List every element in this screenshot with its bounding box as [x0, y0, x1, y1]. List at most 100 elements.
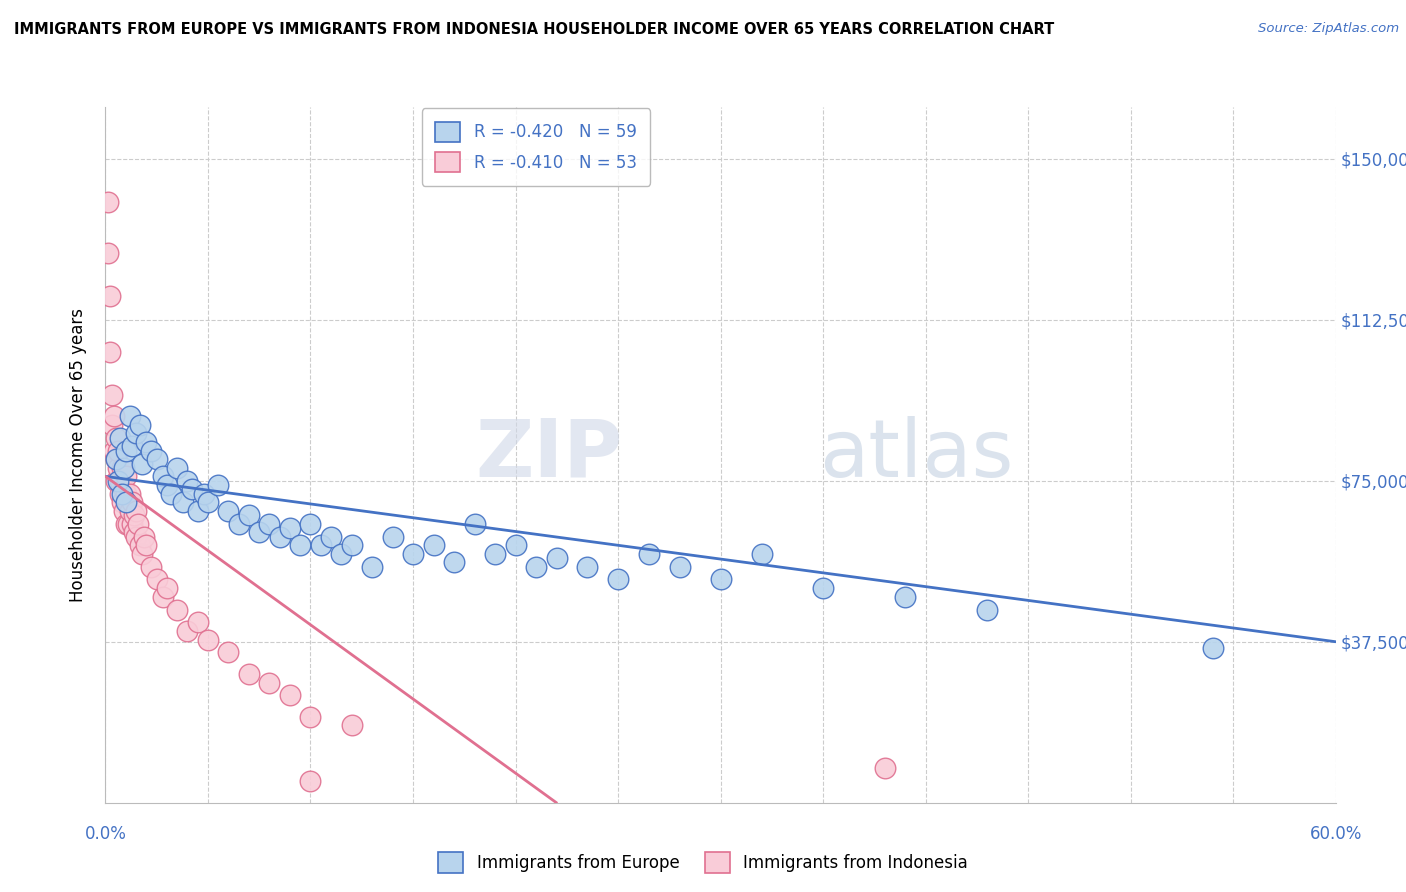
Point	[976, 602, 998, 616]
Point	[129, 417, 152, 432]
Point	[121, 495, 143, 509]
Legend: R = -0.420   N = 59, R = -0.410   N = 53: R = -0.420 N = 59, R = -0.410 N = 53	[422, 109, 650, 186]
Point	[546, 551, 568, 566]
Point	[197, 632, 219, 647]
Point	[135, 435, 157, 450]
Point	[443, 555, 465, 569]
Text: 60.0%: 60.0%	[1309, 825, 1362, 843]
Point	[259, 675, 281, 690]
Point	[180, 483, 202, 497]
Point	[121, 439, 143, 453]
Point	[122, 525, 145, 540]
Point	[104, 431, 127, 445]
Point	[139, 443, 162, 458]
Point	[111, 460, 134, 475]
Point	[238, 667, 260, 681]
Point	[125, 426, 148, 441]
Point	[505, 538, 527, 552]
Point	[524, 559, 547, 574]
Point	[100, 388, 122, 402]
Text: atlas: atlas	[818, 416, 1014, 494]
Point	[361, 559, 384, 574]
Point	[422, 538, 444, 552]
Y-axis label: Householder Income Over 65 years: Householder Income Over 65 years	[69, 308, 87, 602]
Point	[115, 486, 138, 500]
Point	[125, 504, 148, 518]
Point	[135, 538, 157, 552]
Point	[187, 504, 209, 518]
Point	[103, 443, 125, 458]
Point	[145, 573, 167, 587]
Point	[464, 516, 486, 531]
Point	[129, 538, 152, 552]
Text: ZIP: ZIP	[475, 416, 621, 494]
Point	[290, 538, 312, 552]
Point	[381, 529, 404, 543]
Point	[278, 689, 301, 703]
Point	[108, 474, 131, 488]
Point	[120, 409, 141, 424]
Point	[112, 483, 135, 497]
Point	[299, 710, 322, 724]
Point	[668, 559, 690, 574]
Point	[330, 547, 353, 561]
Point	[340, 538, 363, 552]
Point	[145, 452, 167, 467]
Point	[107, 474, 129, 488]
Point	[112, 504, 135, 518]
Point	[131, 457, 153, 471]
Point	[218, 504, 240, 518]
Point	[96, 246, 118, 260]
Point	[108, 486, 131, 500]
Text: 0.0%: 0.0%	[84, 825, 127, 843]
Point	[197, 495, 219, 509]
Point	[117, 516, 139, 531]
Point	[710, 573, 733, 587]
Point	[607, 573, 630, 587]
Point	[139, 559, 162, 574]
Point	[207, 478, 229, 492]
Point	[152, 590, 174, 604]
Point	[107, 460, 129, 475]
Point	[172, 495, 194, 509]
Point	[278, 521, 301, 535]
Point	[115, 495, 138, 509]
Point	[103, 409, 125, 424]
Point	[166, 460, 188, 475]
Point	[176, 624, 198, 638]
Point	[576, 559, 599, 574]
Point	[811, 581, 834, 595]
Point	[134, 529, 156, 543]
Point	[107, 443, 129, 458]
Point	[228, 516, 250, 531]
Point	[115, 469, 138, 483]
Point	[112, 460, 135, 475]
Point	[637, 547, 659, 561]
Point	[117, 495, 139, 509]
Legend: Immigrants from Europe, Immigrants from Indonesia: Immigrants from Europe, Immigrants from …	[432, 846, 974, 880]
Point	[309, 538, 332, 552]
Point	[104, 474, 127, 488]
Point	[104, 452, 127, 467]
Point	[259, 516, 281, 531]
Point	[156, 581, 179, 595]
Text: IMMIGRANTS FROM EUROPE VS IMMIGRANTS FROM INDONESIA HOUSEHOLDER INCOME OVER 65 Y: IMMIGRANTS FROM EUROPE VS IMMIGRANTS FRO…	[14, 22, 1054, 37]
Point	[193, 486, 215, 500]
Point	[299, 516, 322, 531]
Point	[120, 504, 141, 518]
Point	[751, 547, 773, 561]
Point	[218, 645, 240, 659]
Point	[402, 547, 425, 561]
Point	[160, 486, 183, 500]
Point	[115, 516, 138, 531]
Point	[187, 615, 209, 630]
Point	[125, 529, 148, 543]
Point	[96, 194, 118, 209]
Point	[121, 516, 143, 531]
Point	[98, 289, 121, 303]
Point	[115, 443, 138, 458]
Point	[131, 547, 153, 561]
Point	[299, 774, 322, 789]
Point	[319, 529, 342, 543]
Point	[269, 529, 291, 543]
